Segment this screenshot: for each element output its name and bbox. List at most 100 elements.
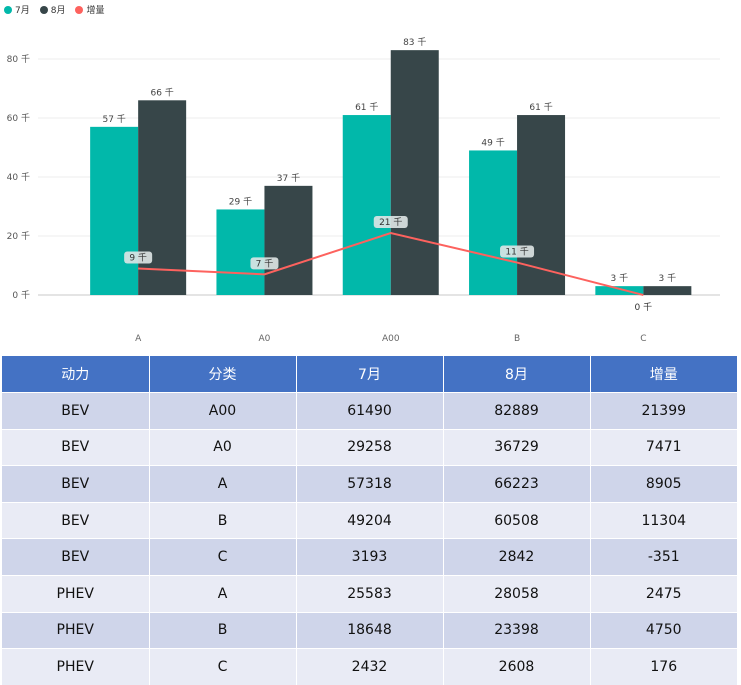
table-cell: 2842 <box>443 538 591 576</box>
x-tick-label: A0 <box>259 334 271 344</box>
y-tick-label: 40 千 <box>7 172 30 183</box>
chart-area: 7月 8月 增量 0 千 20 千 40 千 60 千 80 千 57 千 66 千 A 29 … <box>4 3 720 344</box>
table-cell: 18648 <box>296 611 444 649</box>
table-cell: 57318 <box>296 465 444 503</box>
data-label-jul: 61 千 <box>355 102 378 113</box>
data-table-wrapper: 动力 分类 7月 8月 增量 BEV A00 61490 82889 21399 BEV A0 292… <box>2 356 737 685</box>
bar-aug[interactable] <box>390 50 439 296</box>
data-label-jul: 57 千 <box>102 114 125 125</box>
data-label-jul: 29 千 <box>229 196 252 207</box>
legend-dot-increase <box>75 5 84 14</box>
y-tick-label: 80 千 <box>7 54 30 65</box>
data-label-increase: 0 千 <box>635 302 653 313</box>
x-tick-label: C <box>640 334 646 344</box>
table-cell: 21399 <box>590 392 737 430</box>
y-tick-label: 60 千 <box>7 113 30 124</box>
data-label-increase: 9 千 <box>129 252 147 263</box>
bar-aug[interactable] <box>643 286 692 295</box>
table-row: BEV A0 29258 36729 7471 <box>2 428 737 466</box>
table-cell: 23398 <box>443 611 591 649</box>
data-label-increase-badge <box>373 216 408 229</box>
table-row: PHEV A 25583 28058 2475 <box>2 574 737 613</box>
table-body: BEV A00 61490 82889 21399 BEV A0 29258 36729 7471… <box>2 392 737 685</box>
data-label-increase-badge <box>500 245 535 258</box>
table-cell: 60508 <box>443 501 591 539</box>
bar-jul[interactable] <box>90 126 139 295</box>
legend-item-jul[interactable]: 7月 <box>4 3 30 16</box>
bar-aug[interactable] <box>138 100 187 295</box>
table-row: BEV A00 61490 82889 21399 <box>2 392 737 430</box>
bar-jul[interactable] <box>216 209 265 295</box>
table-header-cell: 7月 <box>296 356 444 393</box>
legend-dot-aug <box>39 5 48 14</box>
y-tick-label: 0 千 <box>12 290 30 301</box>
table-cell: 8905 <box>590 465 737 503</box>
data-label-increase: 21 千 <box>379 217 402 228</box>
data-label-increase: 7 千 <box>256 258 274 269</box>
bar-jul[interactable] <box>469 150 518 295</box>
table-cell: BEV <box>2 538 150 576</box>
data-label-jul: 49 千 <box>481 137 504 148</box>
table-row: BEV A 57318 66223 8905 <box>2 465 737 503</box>
table-cell: B <box>149 611 297 649</box>
table-row: PHEV B 18648 23398 4750 <box>2 611 737 649</box>
table-cell: 11304 <box>590 501 737 539</box>
table-cell: A0 <box>149 428 297 466</box>
table-cell: PHEV <box>2 611 150 649</box>
table-cell: -351 <box>590 538 737 576</box>
legend-item-aug[interactable]: 8月 <box>39 3 66 16</box>
data-label-aug: 83 千 <box>403 37 426 48</box>
table-cell: BEV <box>2 428 150 466</box>
table-row: BEV C 3193 2842 -351 <box>2 538 737 576</box>
table-cell: 49204 <box>296 501 444 539</box>
data-label-aug: 61 千 <box>529 102 552 113</box>
legend-dot-jul <box>4 5 12 14</box>
legend-label-increase: 增量 <box>86 6 105 16</box>
legend-label-aug: 8月 <box>50 6 66 16</box>
table-cell: BEV <box>2 392 150 430</box>
combo-chart: 0 千 20 千 40 千 60 千 80 千 57 千 66 千 A 29 千 37 千 A0 61… <box>7 37 720 344</box>
table-cell: 7471 <box>590 428 737 466</box>
table-cell: 4750 <box>590 611 737 649</box>
legend-label-jul: 7月 <box>15 6 30 16</box>
legend: 7月 8月 增量 <box>4 3 104 16</box>
y-tick-label: 20 千 <box>7 231 30 242</box>
data-label-aug: 66 千 <box>150 87 173 98</box>
table-cell: 36729 <box>443 428 591 466</box>
table-row: BEV B 49204 60508 11304 <box>2 501 737 539</box>
data-label-increase-badge <box>250 257 279 270</box>
table-cell: B <box>149 501 297 539</box>
table-cell: A00 <box>149 392 297 430</box>
line-increase[interactable] <box>138 232 644 296</box>
table-cell: BEV <box>2 465 150 503</box>
bar-jul[interactable] <box>595 286 644 295</box>
x-tick-label: B <box>514 334 520 344</box>
table-cell: 82889 <box>443 392 591 430</box>
table-cell: 28058 <box>443 574 591 613</box>
data-label-increase: 11 千 <box>505 247 528 258</box>
table-cell: A <box>149 574 297 613</box>
table-cell: C <box>149 538 297 576</box>
table-cell: 3193 <box>296 538 444 576</box>
table-cell: 66223 <box>443 465 591 503</box>
data-label-aug: 37 千 <box>277 173 300 184</box>
table-cell: PHEV <box>2 574 150 613</box>
x-tick-label: A <box>135 334 142 344</box>
data-label-jul: 3 千 <box>611 273 629 284</box>
table-header-cell: 动力 <box>2 356 150 393</box>
data-label-aug: 3 千 <box>659 273 677 284</box>
x-tick-label: A00 <box>382 334 400 344</box>
table-cell: 2475 <box>590 574 737 613</box>
table-header-cell: 增量 <box>590 356 737 393</box>
bar-aug[interactable] <box>264 185 313 295</box>
table-header-cell: 分类 <box>149 356 297 393</box>
table-cell: 61490 <box>296 392 444 430</box>
data-table: 动力 分类 7月 8月 增量 BEV A00 61490 82889 21399 BEV A0 292… <box>2 356 737 685</box>
table-cell: BEV <box>2 501 150 539</box>
table-cell: 25583 <box>296 574 444 613</box>
bar-jul[interactable] <box>342 115 391 295</box>
table-cell: 29258 <box>296 428 444 466</box>
table-cell: A <box>149 465 297 503</box>
data-label-increase-badge <box>124 251 153 264</box>
legend-item-increase[interactable]: 增量 <box>75 3 104 16</box>
